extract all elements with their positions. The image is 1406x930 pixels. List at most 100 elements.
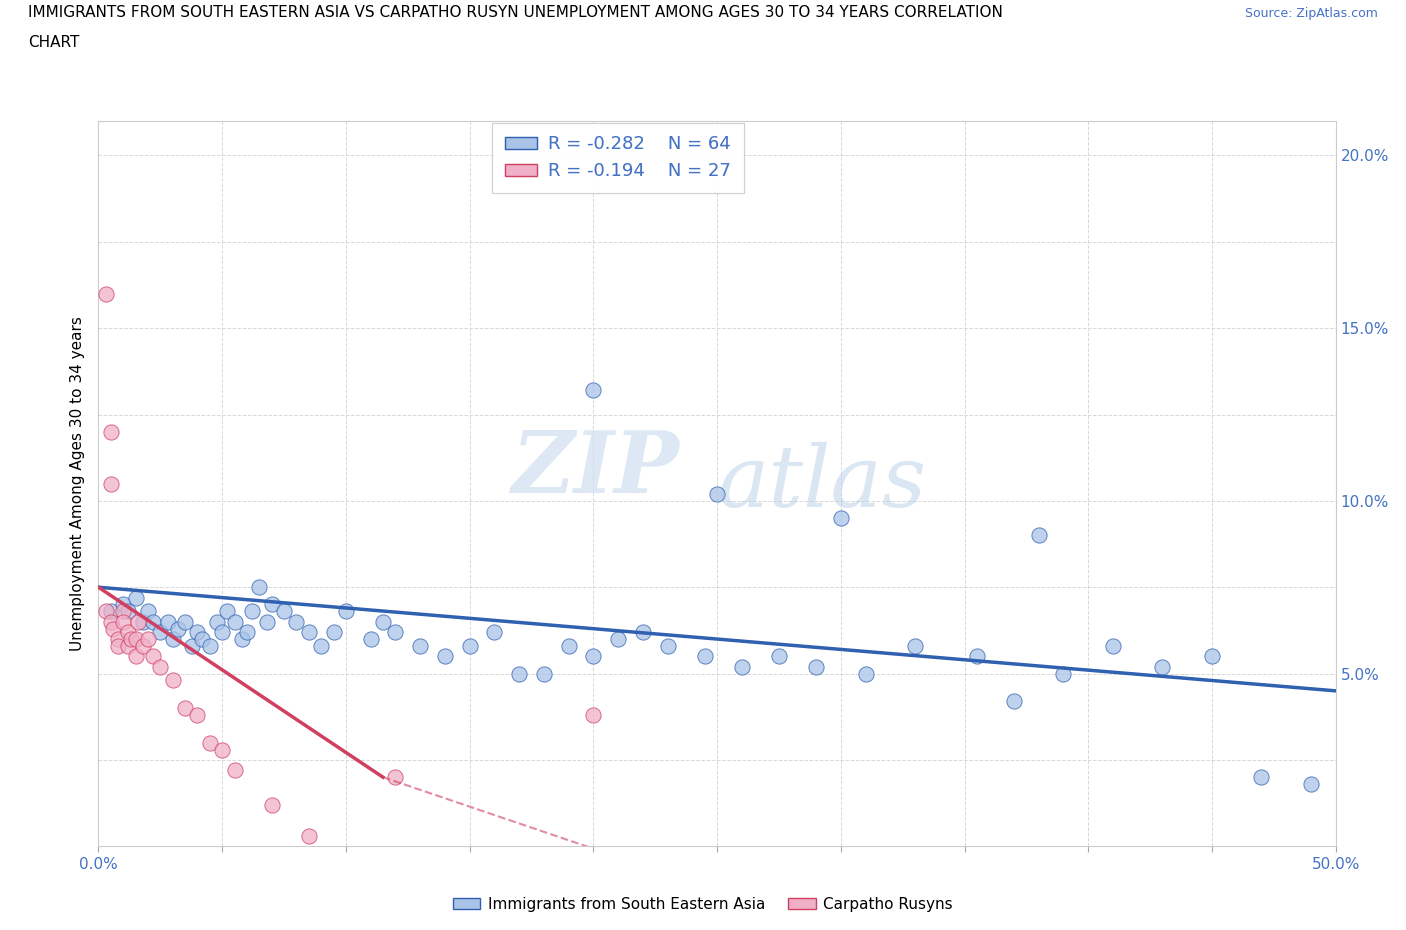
Point bbox=[298, 829, 321, 844]
Point bbox=[371, 615, 394, 630]
Point bbox=[1152, 659, 1174, 674]
Point bbox=[458, 639, 481, 654]
Point bbox=[557, 639, 579, 654]
Point bbox=[285, 615, 308, 630]
Point bbox=[191, 631, 214, 646]
Point bbox=[174, 615, 197, 630]
Point bbox=[631, 625, 654, 640]
Point bbox=[117, 625, 139, 640]
Point bbox=[217, 604, 239, 618]
Point bbox=[533, 666, 555, 681]
Point bbox=[117, 639, 139, 654]
Point bbox=[1102, 639, 1125, 654]
Point bbox=[127, 615, 149, 630]
Point bbox=[198, 736, 221, 751]
Text: Source: ZipAtlas.com: Source: ZipAtlas.com bbox=[1244, 7, 1378, 20]
Point bbox=[384, 770, 406, 785]
Point bbox=[174, 700, 197, 715]
Point bbox=[1002, 694, 1025, 709]
Y-axis label: Unemployment Among Ages 30 to 34 years: Unemployment Among Ages 30 to 34 years bbox=[70, 316, 86, 651]
Point bbox=[693, 649, 716, 664]
Point bbox=[582, 383, 605, 398]
Point bbox=[360, 631, 382, 646]
Point bbox=[186, 708, 208, 723]
Point bbox=[582, 649, 605, 664]
Point bbox=[706, 486, 728, 501]
Point bbox=[120, 631, 142, 646]
Point bbox=[205, 615, 228, 630]
Point bbox=[260, 597, 283, 612]
Point bbox=[124, 631, 146, 646]
Point bbox=[107, 631, 129, 646]
Point bbox=[1028, 528, 1050, 543]
Point bbox=[657, 639, 679, 654]
Point bbox=[409, 639, 432, 654]
Point bbox=[149, 625, 172, 640]
Point bbox=[508, 666, 530, 681]
Point bbox=[309, 639, 332, 654]
Point bbox=[211, 742, 233, 757]
Legend: Immigrants from South Eastern Asia, Carpatho Rusyns: Immigrants from South Eastern Asia, Carp… bbox=[447, 891, 959, 918]
Point bbox=[240, 604, 263, 618]
Point bbox=[100, 604, 122, 618]
Point bbox=[186, 625, 208, 640]
Point bbox=[582, 708, 605, 723]
Point bbox=[142, 615, 165, 630]
Point bbox=[112, 615, 135, 630]
Point bbox=[224, 615, 246, 630]
Point bbox=[103, 621, 125, 636]
Point bbox=[236, 625, 259, 640]
Point bbox=[112, 604, 135, 618]
Point bbox=[1201, 649, 1223, 664]
Point bbox=[100, 424, 122, 439]
Point bbox=[132, 639, 155, 654]
Point bbox=[904, 639, 927, 654]
Point bbox=[607, 631, 630, 646]
Point bbox=[198, 639, 221, 654]
Point bbox=[117, 604, 139, 618]
Point bbox=[298, 625, 321, 640]
Legend: R = -0.282    N = 64, R = -0.194    N = 27: R = -0.282 N = 64, R = -0.194 N = 27 bbox=[492, 123, 744, 193]
Point bbox=[132, 615, 155, 630]
Point bbox=[260, 797, 283, 812]
Text: IMMIGRANTS FROM SOUTH EASTERN ASIA VS CARPATHO RUSYN UNEMPLOYMENT AMONG AGES 30 : IMMIGRANTS FROM SOUTH EASTERN ASIA VS CA… bbox=[28, 5, 1002, 20]
Point bbox=[162, 673, 184, 688]
Point bbox=[804, 659, 827, 674]
Point bbox=[224, 763, 246, 777]
Point bbox=[162, 631, 184, 646]
Point bbox=[1250, 770, 1272, 785]
Point bbox=[94, 286, 117, 301]
Point bbox=[156, 615, 179, 630]
Point bbox=[966, 649, 988, 664]
Point bbox=[1299, 777, 1322, 791]
Point bbox=[149, 659, 172, 674]
Point bbox=[100, 476, 122, 491]
Point bbox=[855, 666, 877, 681]
Point bbox=[112, 597, 135, 612]
Point bbox=[100, 615, 122, 630]
Point bbox=[136, 631, 159, 646]
Point bbox=[273, 604, 295, 618]
Point bbox=[94, 604, 117, 618]
Text: CHART: CHART bbox=[28, 35, 80, 50]
Point bbox=[136, 604, 159, 618]
Text: ZIP: ZIP bbox=[512, 428, 681, 511]
Point bbox=[433, 649, 456, 664]
Point bbox=[830, 511, 852, 525]
Point bbox=[211, 625, 233, 640]
Point bbox=[335, 604, 357, 618]
Point bbox=[1052, 666, 1074, 681]
Point bbox=[181, 639, 204, 654]
Point bbox=[124, 649, 146, 664]
Point bbox=[384, 625, 406, 640]
Point bbox=[124, 591, 146, 605]
Text: atlas: atlas bbox=[717, 443, 927, 525]
Point bbox=[256, 615, 278, 630]
Point bbox=[247, 579, 270, 594]
Point bbox=[142, 649, 165, 664]
Point bbox=[484, 625, 506, 640]
Point bbox=[322, 625, 344, 640]
Point bbox=[107, 639, 129, 654]
Point bbox=[231, 631, 253, 646]
Point bbox=[166, 621, 188, 636]
